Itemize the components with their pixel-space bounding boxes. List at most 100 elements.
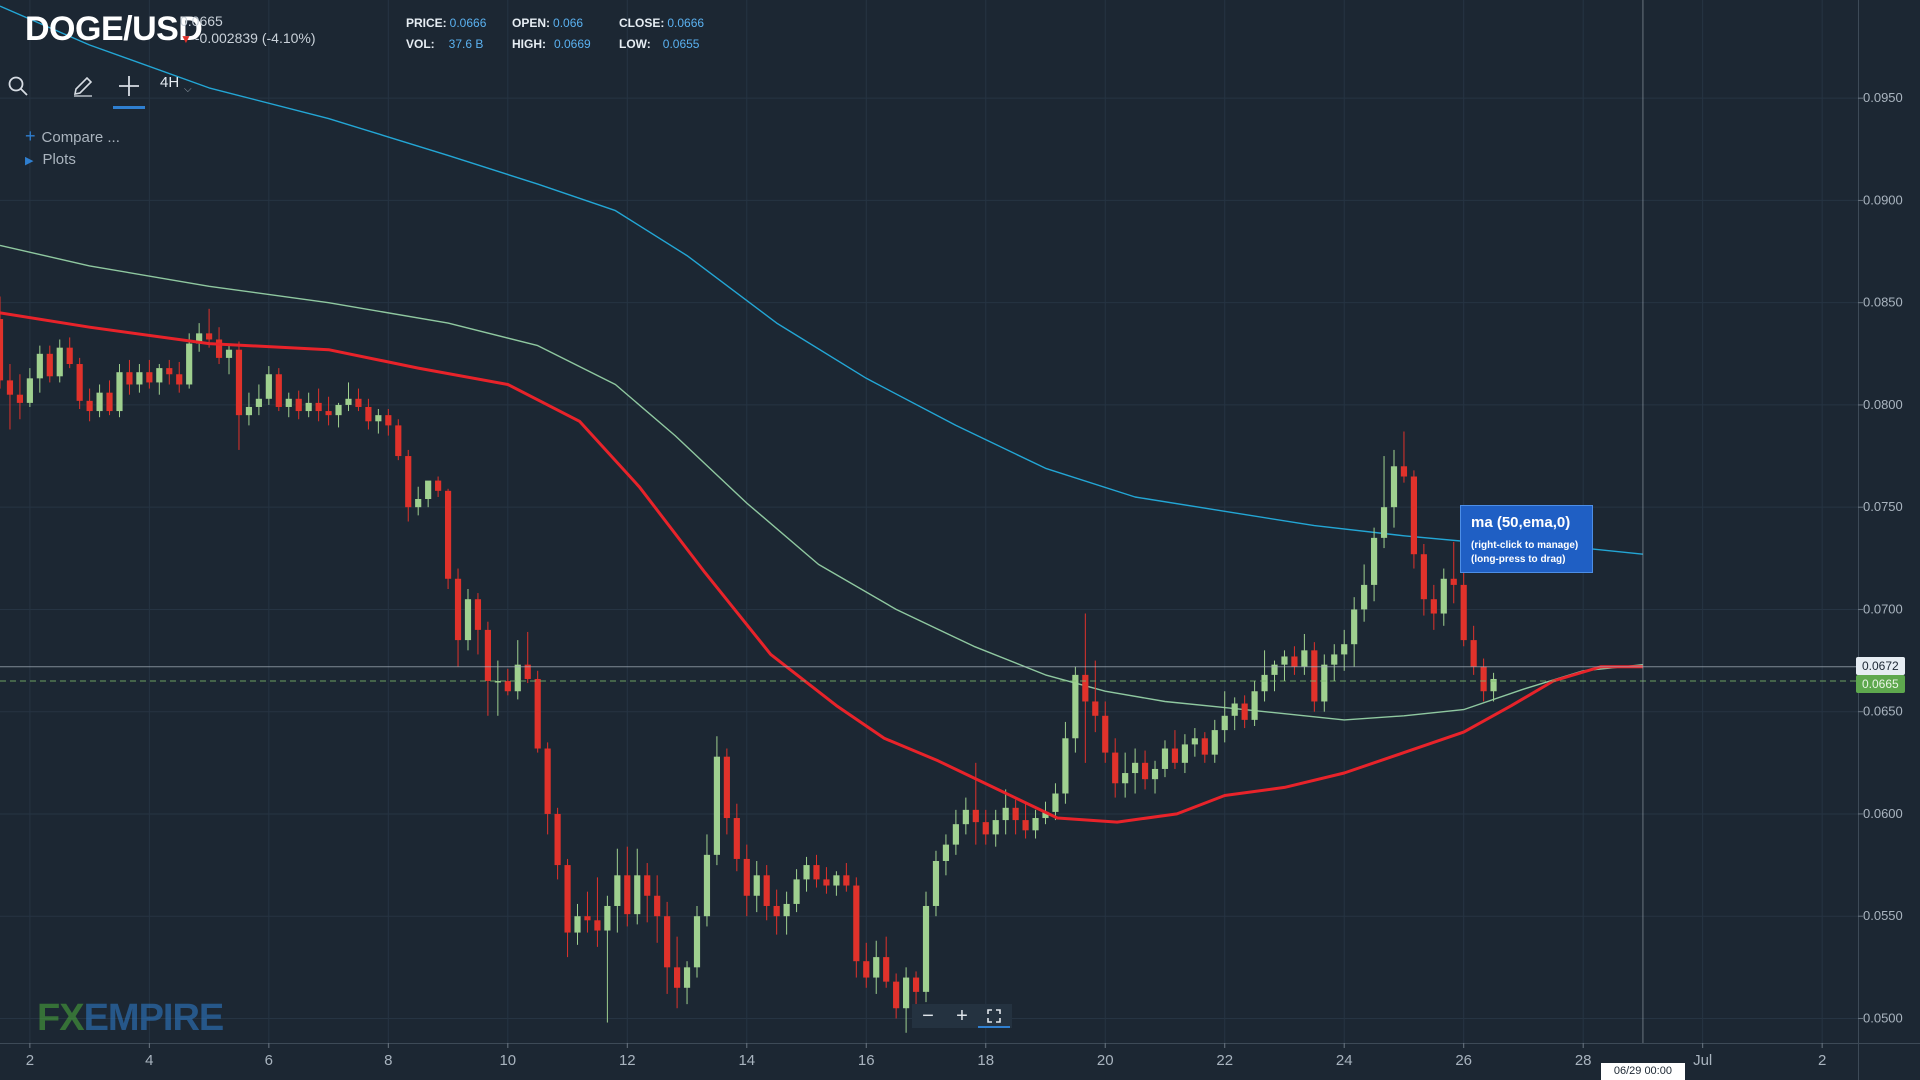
search-icon[interactable] (0, 66, 36, 106)
candle (385, 409, 392, 436)
chevron-down-icon[interactable]: ⌵ (184, 84, 192, 95)
candle-body (584, 916, 591, 921)
candle (1072, 666, 1079, 753)
candle-body (355, 398, 362, 407)
x-tick-label: 8 (384, 1052, 392, 1069)
fullscreen-icon[interactable] (980, 1004, 1008, 1028)
candle (853, 877, 860, 978)
candle (962, 797, 969, 835)
candle-body (1271, 664, 1278, 675)
crosshair-icon[interactable] (111, 66, 147, 106)
candle (415, 486, 422, 516)
candle (315, 388, 322, 422)
candle-body (1370, 537, 1378, 585)
candle (693, 905, 701, 978)
candle-body (733, 818, 740, 859)
candle (1241, 695, 1248, 729)
candle (673, 936, 681, 1009)
candle (1211, 719, 1218, 763)
candle (0, 296, 4, 389)
candle-body (1002, 807, 1009, 821)
candle (1400, 431, 1408, 483)
candle-body (86, 400, 93, 412)
candle-body (1490, 678, 1497, 692)
candle-body (574, 916, 581, 933)
candle-body (504, 681, 511, 692)
candle (1420, 543, 1427, 616)
plus-icon: + (25, 126, 36, 146)
candle (1361, 564, 1368, 622)
candle (1132, 748, 1139, 794)
candle (1430, 584, 1437, 630)
candle-body (156, 368, 163, 383)
candle (96, 384, 103, 418)
candle-body (813, 865, 820, 880)
zoom-out-button[interactable]: − (922, 1004, 934, 1027)
ma-tooltip[interactable]: ma (50,ema,0) (right-click to manage) (l… (1460, 505, 1593, 573)
candle-body (1301, 650, 1308, 667)
candle-body (992, 820, 999, 835)
candle (444, 488, 452, 589)
candle (1351, 597, 1358, 667)
timeframe-selector[interactable]: 4H (160, 74, 180, 91)
candle (255, 384, 262, 416)
x-tick-label: 18 (977, 1052, 994, 1069)
candle (325, 396, 332, 426)
candle-body (1241, 703, 1248, 720)
candle (1112, 738, 1119, 798)
candle (166, 359, 173, 385)
candle-body (96, 392, 103, 412)
candle-body (1161, 748, 1169, 769)
candle (833, 871, 840, 896)
candle-body (1151, 768, 1159, 780)
candle (1032, 809, 1039, 839)
candle (395, 419, 402, 461)
x-tick-label: 6 (265, 1052, 273, 1069)
candle (664, 901, 671, 994)
candle-body (1351, 609, 1358, 645)
plots-link[interactable]: ▶ Plots (25, 151, 76, 168)
candle-body (833, 875, 840, 886)
compare-link[interactable]: + Compare ... (25, 126, 120, 146)
candle (733, 803, 740, 872)
candle-body (893, 981, 900, 1009)
candle (425, 480, 432, 508)
tooltip-hint: (right-click to manage) (long-press to d… (1471, 540, 1579, 565)
candle-body (1420, 554, 1427, 600)
candle (46, 345, 53, 383)
candle-body (1231, 703, 1238, 716)
candle-body (345, 398, 352, 405)
candle-body (435, 480, 442, 491)
candle (146, 359, 153, 389)
candle-body (206, 333, 213, 340)
candle-body (425, 480, 432, 500)
candle-body (335, 404, 342, 416)
candle-body (315, 402, 322, 412)
candle-body (654, 895, 661, 917)
candle-body (1102, 715, 1109, 753)
candle (1301, 633, 1308, 675)
x-tick-label: 28 (1575, 1052, 1592, 1069)
candle-body (524, 664, 531, 679)
candle (1251, 681, 1258, 727)
candle-body (136, 372, 143, 385)
candle (763, 865, 770, 921)
candle-body (1141, 762, 1149, 780)
candle (435, 476, 442, 497)
candle (76, 357, 83, 410)
candle-body (624, 875, 631, 915)
x-tick-label: 26 (1455, 1052, 1472, 1069)
candle (1460, 564, 1467, 647)
candle (126, 359, 133, 395)
ohlc-vol: VOL: 37.6 B (406, 37, 484, 51)
candle-body (176, 374, 183, 385)
candle (982, 809, 989, 845)
candle (1331, 644, 1338, 682)
candle-body (166, 368, 173, 375)
y-tick-label: 0.0750 (1863, 499, 1903, 514)
pencil-icon[interactable] (65, 66, 101, 106)
triangle-right-icon: ▶ (25, 155, 34, 167)
zoom-in-button[interactable]: + (956, 1004, 968, 1027)
candle (1052, 783, 1059, 821)
